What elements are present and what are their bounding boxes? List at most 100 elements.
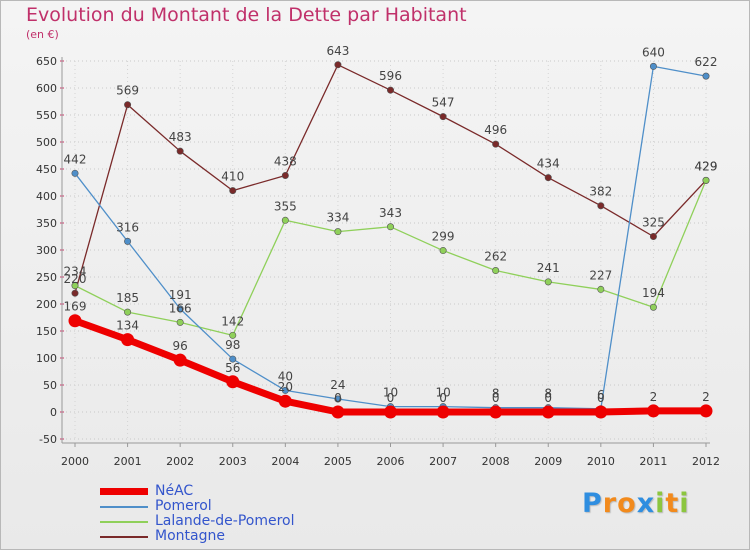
data-point-0-3 (226, 375, 240, 389)
data-point-3-7 (439, 113, 447, 121)
legend-swatch (100, 536, 148, 538)
data-point-1-12 (702, 72, 710, 80)
data-point-0-1 (121, 333, 135, 347)
data-point-1-11 (649, 62, 657, 70)
data-label-3-8: 496 (484, 123, 507, 137)
data-label-2-4: 355 (274, 199, 297, 213)
data-point-0-9 (541, 405, 555, 419)
data-label-0-0: 169 (64, 300, 87, 314)
data-point-1-3 (229, 355, 237, 363)
y-tick-label: -50 (39, 433, 57, 446)
data-point-2-12 (702, 176, 710, 184)
data-label-2-2: 166 (169, 301, 192, 315)
data-label-1-1: 316 (116, 220, 139, 234)
data-point-2-5 (334, 228, 342, 236)
data-point-2-6 (386, 223, 394, 231)
x-tick-label: 2006 (377, 455, 405, 468)
x-tick-label: 2002 (166, 455, 194, 468)
data-point-3-2 (176, 147, 184, 155)
data-point-3-9 (544, 174, 552, 182)
y-tick-label: 250 (36, 271, 57, 284)
legend-label: Lalande-de-Pomerol (155, 513, 295, 529)
x-tick-label: 2000 (61, 455, 89, 468)
data-point-0-4 (278, 394, 292, 408)
data-label-1-12: 622 (695, 55, 718, 69)
data-point-2-0 (71, 282, 79, 290)
data-label-3-4: 438 (274, 154, 297, 168)
y-tick-label: 650 (36, 55, 57, 68)
data-label-3-9: 434 (537, 157, 560, 171)
x-tick-label: 2003 (219, 455, 247, 468)
data-label-3-1: 569 (116, 84, 139, 98)
data-label-3-10: 382 (589, 185, 612, 199)
data-label-1-4: 40 (278, 369, 293, 383)
data-label-1-8: 8 (492, 387, 500, 401)
y-tick-label: 550 (36, 109, 57, 122)
data-label-0-5: 0 (334, 391, 342, 405)
data-label-1-3: 98 (225, 338, 240, 352)
data-point-1-0 (71, 169, 79, 177)
data-label-3-3: 410 (221, 170, 244, 184)
y-tick-label: 300 (36, 244, 57, 257)
data-label-1-9: 8 (544, 387, 552, 401)
data-point-3-5 (334, 61, 342, 69)
data-label-1-2: 191 (169, 288, 192, 302)
data-point-0-8 (489, 405, 503, 419)
x-tick-label: 2012 (692, 455, 720, 468)
data-label-0-4: 20 (278, 380, 293, 394)
data-label-3-6: 596 (379, 69, 402, 83)
data-point-0-10 (594, 405, 608, 419)
logo-letter: x (636, 488, 656, 519)
data-point-2-4 (281, 216, 289, 224)
data-point-3-11 (649, 233, 657, 241)
x-tick-label: 2001 (114, 455, 142, 468)
y-tick-label: 500 (36, 136, 57, 149)
data-label-2-12: 429 (695, 159, 718, 173)
data-label-2-0: 234 (64, 265, 87, 279)
data-label-1-7: 10 (435, 386, 450, 400)
data-point-2-10 (597, 285, 605, 293)
data-label-2-11: 194 (642, 286, 665, 300)
data-label-1-0: 442 (64, 152, 87, 166)
data-point-1-5 (334, 395, 342, 403)
data-label-0-9: 0 (544, 391, 552, 405)
x-tick-label: 2008 (482, 455, 510, 468)
data-point-2-9 (544, 278, 552, 286)
data-label-0-11: 2 (650, 390, 658, 404)
x-tick-label: 2004 (271, 455, 299, 468)
legend-label: NéAC (155, 483, 194, 499)
data-label-3-5: 643 (326, 44, 349, 58)
data-point-3-8 (492, 140, 500, 148)
data-label-3-7: 547 (432, 96, 455, 110)
data-point-3-4 (281, 171, 289, 179)
data-point-3-3 (229, 187, 237, 195)
x-tick-label: 2005 (324, 455, 352, 468)
y-tick-label: 200 (36, 298, 57, 311)
proxiti-logo: Proxiti (582, 488, 690, 519)
data-label-1-11: 640 (642, 45, 665, 59)
logo-letter: P (582, 488, 603, 519)
data-label-2-7: 299 (432, 230, 455, 244)
data-label-3-12: 429 (695, 159, 718, 173)
chart-unit-label: (en €) (26, 28, 59, 41)
data-label-0-7: 0 (439, 391, 447, 405)
data-point-0-2 (173, 353, 187, 367)
data-label-1-5: 24 (330, 378, 345, 392)
data-point-0-0 (68, 314, 82, 328)
logo-letter: t (665, 488, 680, 519)
data-label-2-6: 343 (379, 206, 402, 220)
data-label-0-6: 0 (387, 391, 395, 405)
chart-title: Evolution du Montant de la Dette par Hab… (26, 4, 467, 26)
y-tick-label: 600 (36, 82, 57, 95)
data-label-2-10: 227 (589, 268, 612, 282)
data-label-2-9: 241 (537, 261, 560, 275)
y-tick-label: 50 (43, 379, 57, 392)
x-tick-label: 2010 (587, 455, 615, 468)
data-point-2-1 (124, 308, 132, 316)
legend-swatch (100, 521, 148, 523)
data-point-0-6 (384, 405, 397, 419)
data-label-0-10: 0 (597, 391, 605, 405)
data-point-3-10 (597, 202, 605, 210)
data-point-0-12 (699, 404, 713, 418)
